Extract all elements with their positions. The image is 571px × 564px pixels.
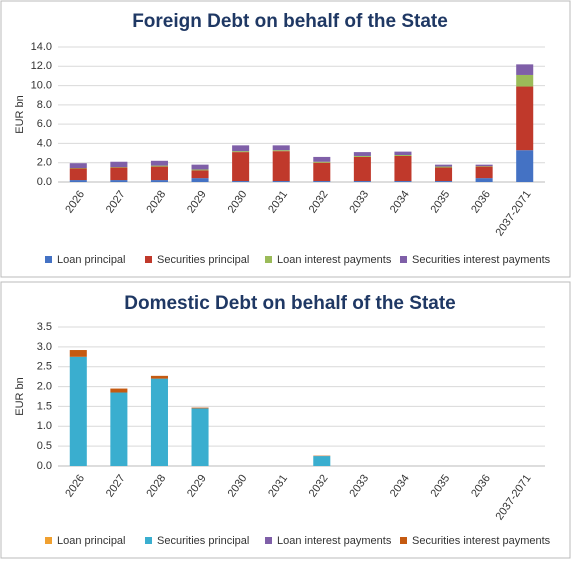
bar-segment (232, 152, 249, 181)
bar-segment (151, 161, 168, 166)
bar-segment (70, 180, 87, 182)
y-tick-label: 6.0 (37, 118, 52, 130)
y-tick-label: 8.0 (37, 99, 52, 111)
y-tick-label: 10.0 (31, 79, 52, 91)
bar-segment (354, 181, 371, 182)
bar-segment (70, 169, 87, 181)
bar-segment (273, 145, 290, 150)
bar-segment (110, 389, 127, 393)
bar-segment (151, 166, 168, 167)
bar-segment (151, 376, 168, 379)
bar-segment (476, 165, 493, 166)
bar-segment (232, 181, 249, 182)
bar-segment (151, 180, 168, 182)
legend-swatch (45, 256, 52, 263)
y-tick-label: 2.0 (37, 157, 52, 169)
y-tick-label: 14.0 (31, 41, 52, 53)
bar-segment (192, 170, 209, 178)
bar-segment (394, 155, 411, 156)
bar-segment (70, 357, 87, 466)
bar-segment (313, 163, 330, 181)
legend-swatch (265, 256, 272, 263)
bar-segment (273, 181, 290, 182)
bar-segment (354, 152, 371, 156)
bar-segment (151, 167, 168, 181)
bar-segment (192, 408, 209, 466)
bar-segment (110, 393, 127, 466)
bar-segment (192, 169, 209, 170)
bar-segment (110, 168, 127, 181)
y-tick-label: 2.5 (37, 361, 52, 373)
bar-segment (354, 156, 371, 157)
bar-segment (192, 408, 209, 409)
bar-segment (110, 180, 127, 182)
chart-title: Domestic Debt on behalf of the State (124, 293, 455, 314)
bar-segment (232, 145, 249, 151)
legend-label: Securities principal (157, 535, 249, 547)
legend-swatch (265, 537, 272, 544)
bar-segment (516, 87, 533, 151)
bar-segment (435, 165, 452, 167)
y-tick-label: 1.0 (37, 420, 52, 432)
bar-segment (192, 165, 209, 170)
legend-swatch (145, 537, 152, 544)
bar-segment (516, 64, 533, 75)
bar-segment (516, 150, 533, 182)
legend-swatch (400, 256, 407, 263)
chart-title: Foreign Debt on behalf of the State (132, 11, 448, 32)
legend-swatch (400, 537, 407, 544)
legend-swatch (145, 256, 152, 263)
bar-segment (192, 178, 209, 182)
bar-segment (151, 379, 168, 466)
legend-label: Securities principal (157, 254, 249, 266)
bar-segment (516, 75, 533, 87)
y-axis-label: EUR bn (14, 377, 26, 416)
bar-segment (435, 168, 452, 182)
bar-segment (476, 178, 493, 182)
y-axis-label: EUR bn (14, 95, 26, 134)
legend-label: Loan principal (57, 254, 126, 266)
legend-label: Loan interest payments (277, 254, 392, 266)
bar-segment (313, 157, 330, 162)
bar-segment (110, 162, 127, 167)
y-tick-label: 0.5 (37, 440, 52, 452)
y-tick-label: 4.0 (37, 137, 52, 149)
y-tick-label: 0.0 (37, 460, 52, 472)
legend-label: Loan principal (57, 535, 126, 547)
bar-segment (232, 151, 249, 152)
bar-segment (354, 157, 371, 181)
bar-segment (394, 152, 411, 155)
y-tick-label: 1.5 (37, 400, 52, 412)
bar-segment (476, 167, 493, 179)
bar-segment (394, 156, 411, 181)
y-tick-label: 0.0 (37, 176, 52, 188)
y-tick-label: 12.0 (31, 60, 52, 72)
legend-label: Loan interest payments (277, 535, 392, 547)
bar-segment (273, 150, 290, 151)
bar-segment (313, 162, 330, 163)
y-tick-label: 2.0 (37, 380, 52, 392)
y-tick-label: 3.5 (37, 321, 52, 333)
legend-label: Securities interest payments (412, 535, 551, 547)
bar-segment (394, 181, 411, 182)
bar-segment (70, 163, 87, 168)
bar-segment (435, 167, 452, 168)
bar-segment (435, 181, 452, 182)
bar-segment (313, 181, 330, 182)
legend-label: Securities interest payments (412, 254, 551, 266)
bar-segment (313, 456, 330, 466)
bar-segment (70, 350, 87, 357)
bar-segment (273, 151, 290, 181)
y-tick-label: 3.0 (37, 341, 52, 353)
legend-swatch (45, 537, 52, 544)
panel (1, 1, 570, 277)
